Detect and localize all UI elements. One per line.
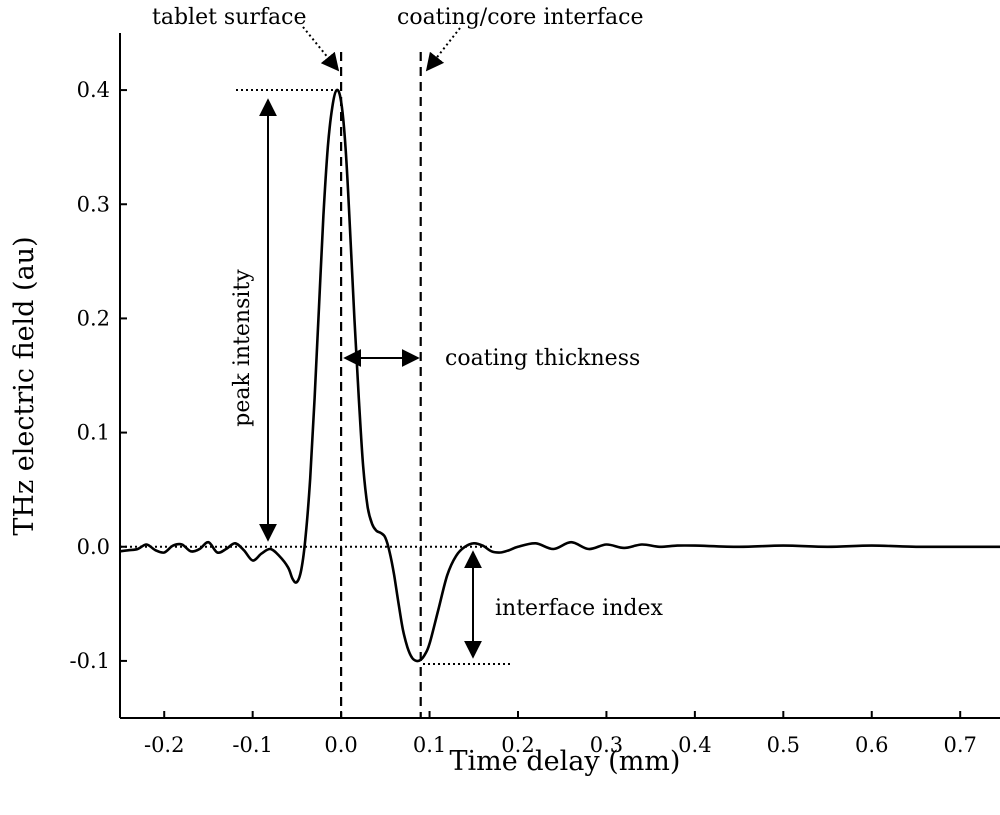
x-tick-label: -0.2 — [144, 733, 185, 757]
x-axis-title: Time delay (mm) — [450, 746, 681, 777]
x-tick-label: 0.3 — [590, 733, 623, 757]
coating-thickness-label: coating thickness — [445, 346, 640, 371]
y-axis-ticks: -0.1 0.0 0.1 0.2 0.3 0.4 — [70, 78, 127, 673]
y-tick-label: 0.0 — [77, 535, 110, 559]
x-tick-label: 0.2 — [501, 733, 534, 757]
x-tick-label: 0.7 — [943, 733, 976, 757]
y-tick-label: -0.1 — [70, 649, 111, 673]
y-tick-label: 0.1 — [77, 421, 110, 445]
y-tick-label: 0.3 — [77, 192, 110, 216]
peak-intensity-label: peak intensity — [230, 269, 255, 427]
x-tick-label: 0.1 — [413, 733, 446, 757]
y-axis-title: THz electric field (au) — [9, 236, 40, 535]
x-tick-label: -0.1 — [232, 733, 273, 757]
y-tick-label: 0.4 — [77, 78, 110, 102]
x-tick-label: 0.4 — [678, 733, 711, 757]
thz-waveform-line — [119, 88, 1000, 663]
reference-lines — [120, 52, 495, 718]
tablet-surface-pointer — [302, 26, 340, 72]
x-axis-ticks: -0.2 -0.1 0.0 0.1 0.2 0.3 0.4 0.5 0.6 0.7 — [144, 711, 977, 757]
interface-index-label: interface index — [495, 596, 663, 621]
tablet-surface-label: tablet surface — [152, 5, 307, 30]
coating-interface-label: coating/core interface — [397, 5, 644, 30]
x-tick-label: 0.0 — [324, 733, 357, 757]
x-tick-label: 0.6 — [855, 733, 888, 757]
y-tick-label: 0.2 — [77, 306, 110, 330]
coating-interface-pointer — [425, 27, 461, 72]
x-tick-label: 0.5 — [767, 733, 800, 757]
